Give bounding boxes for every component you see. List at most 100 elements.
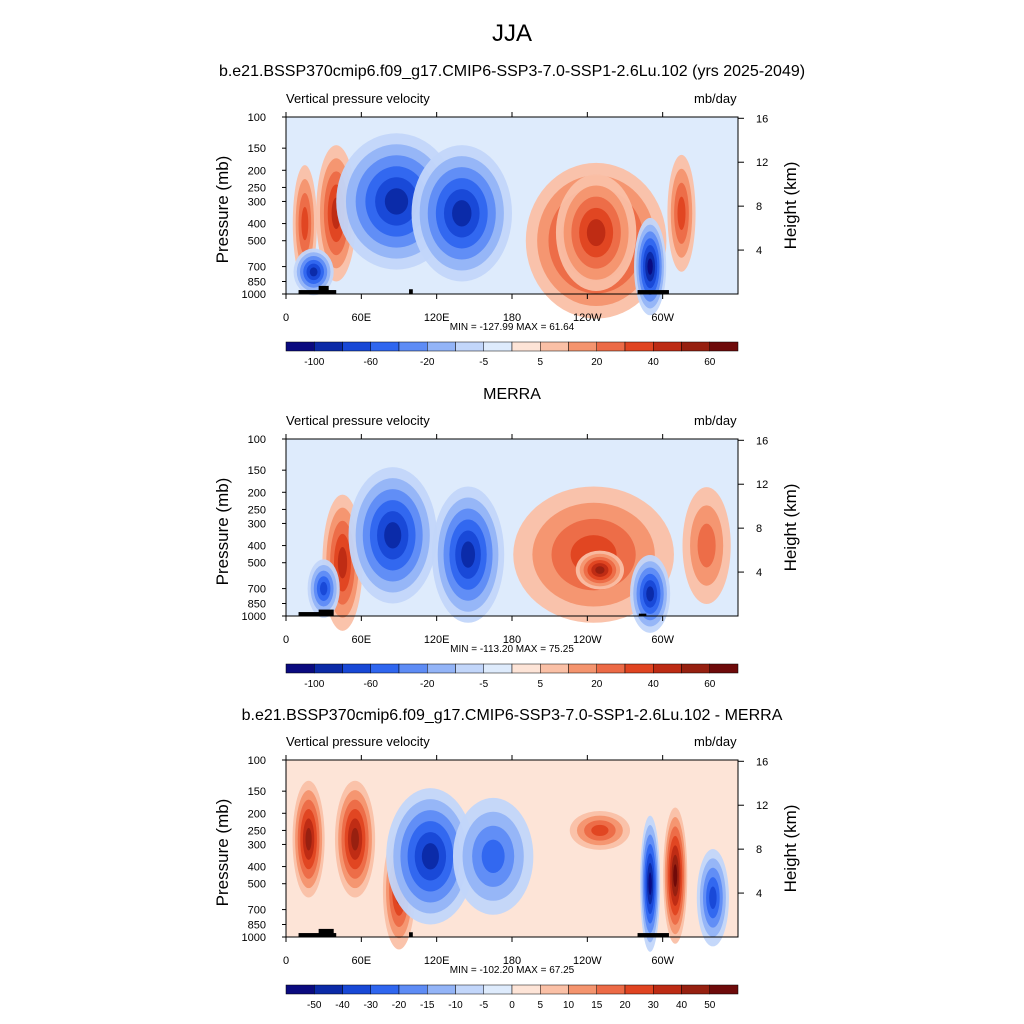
- y-tick-label: 400: [248, 541, 266, 553]
- topography-mask: [318, 609, 334, 616]
- x-tick-label: 120E: [424, 312, 450, 324]
- colorbar-label: 40: [676, 1000, 688, 1011]
- topography-mask: [298, 290, 337, 294]
- y-right-tick-label: 4: [756, 888, 762, 900]
- y-tick-label: 100: [248, 112, 266, 124]
- y-tick-label: 150: [248, 143, 266, 155]
- colorbar-swatch: [427, 341, 456, 352]
- plot-panel-3: 1001502002503004005007008501000Pressure …: [213, 755, 800, 1011]
- colorbar-label: -20: [420, 679, 435, 690]
- field-contour: [337, 546, 348, 579]
- y-tick-label: 100: [248, 755, 266, 767]
- colorbar-label: -20: [392, 1000, 407, 1011]
- y-tick-label: 100: [248, 434, 266, 446]
- x-tick-label: 120E: [424, 634, 450, 646]
- colorbar-label: 10: [563, 1000, 575, 1011]
- x-tick-label: 60E: [352, 955, 372, 967]
- x-tick-label: 180: [503, 312, 521, 324]
- field-contour: [595, 566, 605, 574]
- y-tick-label: 300: [248, 518, 266, 530]
- y-right-tick-label: 16: [756, 113, 768, 125]
- field-contour: [586, 219, 606, 247]
- y-right-tick-label: 12: [756, 157, 768, 169]
- colorbar-swatch: [370, 984, 400, 995]
- x-tick-label: 60E: [352, 312, 372, 324]
- y-right-tick-label: 12: [756, 479, 768, 491]
- field-contour: [648, 872, 652, 896]
- colorbar-swatch: [398, 663, 428, 674]
- y-tick-label: 500: [248, 879, 266, 891]
- y-tick-label: 1000: [242, 932, 266, 944]
- colorbar-label: 40: [648, 679, 660, 690]
- colorbar-swatch: [370, 663, 400, 674]
- colorbar-label: -60: [364, 679, 379, 690]
- y-axis-label: Pressure (mb): [213, 156, 232, 264]
- x-tick-label: 120W: [573, 634, 602, 646]
- y-tick-label: 200: [248, 487, 266, 499]
- y-tick-label: 150: [248, 465, 266, 477]
- y-tick-label: 250: [248, 504, 266, 516]
- y-right-axis-label: Height (km): [781, 484, 800, 572]
- y-right-tick-label: 16: [756, 756, 768, 768]
- panel-3-units: mb/day: [694, 734, 737, 749]
- colorbar-swatch: [342, 984, 371, 995]
- colorbar-swatch: [314, 341, 343, 352]
- colorbar-swatch: [398, 984, 428, 995]
- topography-mask: [298, 612, 330, 616]
- y-right-tick-label: 8: [756, 523, 762, 535]
- field-contour: [351, 827, 359, 851]
- field-contour: [591, 824, 609, 836]
- x-tick-label: 0: [283, 312, 289, 324]
- colorbar-swatch: [568, 984, 597, 995]
- x-tick-label: 60W: [651, 955, 674, 967]
- colorbar-label: -40: [335, 1000, 350, 1011]
- x-tick-label: 120E: [424, 955, 450, 967]
- panel-1-title: b.e21.BSSP370cmip6.f09_g17.CMIP6-SSP3-7.…: [218, 63, 806, 80]
- colorbar-swatch: [483, 663, 513, 674]
- field-contour: [646, 586, 654, 602]
- field-contour: [384, 188, 409, 215]
- colorbar-swatch: [455, 984, 484, 995]
- x-tick-label: 180: [503, 634, 521, 646]
- y-right-tick-label: 4: [756, 567, 762, 579]
- colorbar-swatch: [624, 984, 654, 995]
- colorbar-label: 20: [619, 1000, 631, 1011]
- y-tick-label: 150: [248, 786, 266, 798]
- colorbar-label: 0: [509, 1000, 515, 1011]
- colorbar-swatch: [285, 663, 315, 674]
- colorbar-swatch: [568, 663, 597, 674]
- y-right-tick-label: 8: [756, 844, 762, 856]
- x-tick-label: 180: [503, 955, 521, 967]
- y-tick-label: 250: [248, 825, 266, 837]
- colorbar-swatch: [511, 663, 541, 674]
- y-tick-label: 400: [248, 862, 266, 874]
- colorbar-label: -5: [479, 679, 488, 690]
- colorbar-swatch: [681, 341, 710, 352]
- colorbar-label: -10: [448, 1000, 463, 1011]
- y-tick-label: 850: [248, 277, 266, 289]
- y-tick-label: 400: [248, 219, 266, 231]
- panel-1-variable: Vertical pressure velocity: [286, 91, 430, 106]
- panel-1-units: mb/day: [694, 91, 737, 106]
- y-tick-label: 850: [248, 599, 266, 611]
- field-contour: [452, 200, 472, 227]
- colorbar-swatch: [398, 341, 428, 352]
- colorbar-swatch: [370, 341, 400, 352]
- colorbar-swatch: [483, 341, 513, 352]
- field-contour: [301, 206, 309, 241]
- y-tick-label: 1000: [242, 611, 266, 623]
- topography-mask: [638, 613, 647, 616]
- colorbar-swatch: [427, 663, 456, 674]
- colorbar-label: 60: [704, 357, 716, 368]
- field-contour: [481, 839, 505, 873]
- topography-mask: [637, 290, 669, 294]
- colorbar-swatch: [427, 984, 456, 995]
- topography-mask: [409, 289, 413, 294]
- colorbar-swatch: [285, 341, 315, 352]
- colorbar-swatch: [624, 663, 654, 674]
- colorbar-swatch: [624, 341, 654, 352]
- colorbar-label: 50: [704, 1000, 716, 1011]
- panel-3-minmax: MIN = -102.20 MAX = 67.25: [449, 965, 575, 976]
- y-tick-label: 500: [248, 558, 266, 570]
